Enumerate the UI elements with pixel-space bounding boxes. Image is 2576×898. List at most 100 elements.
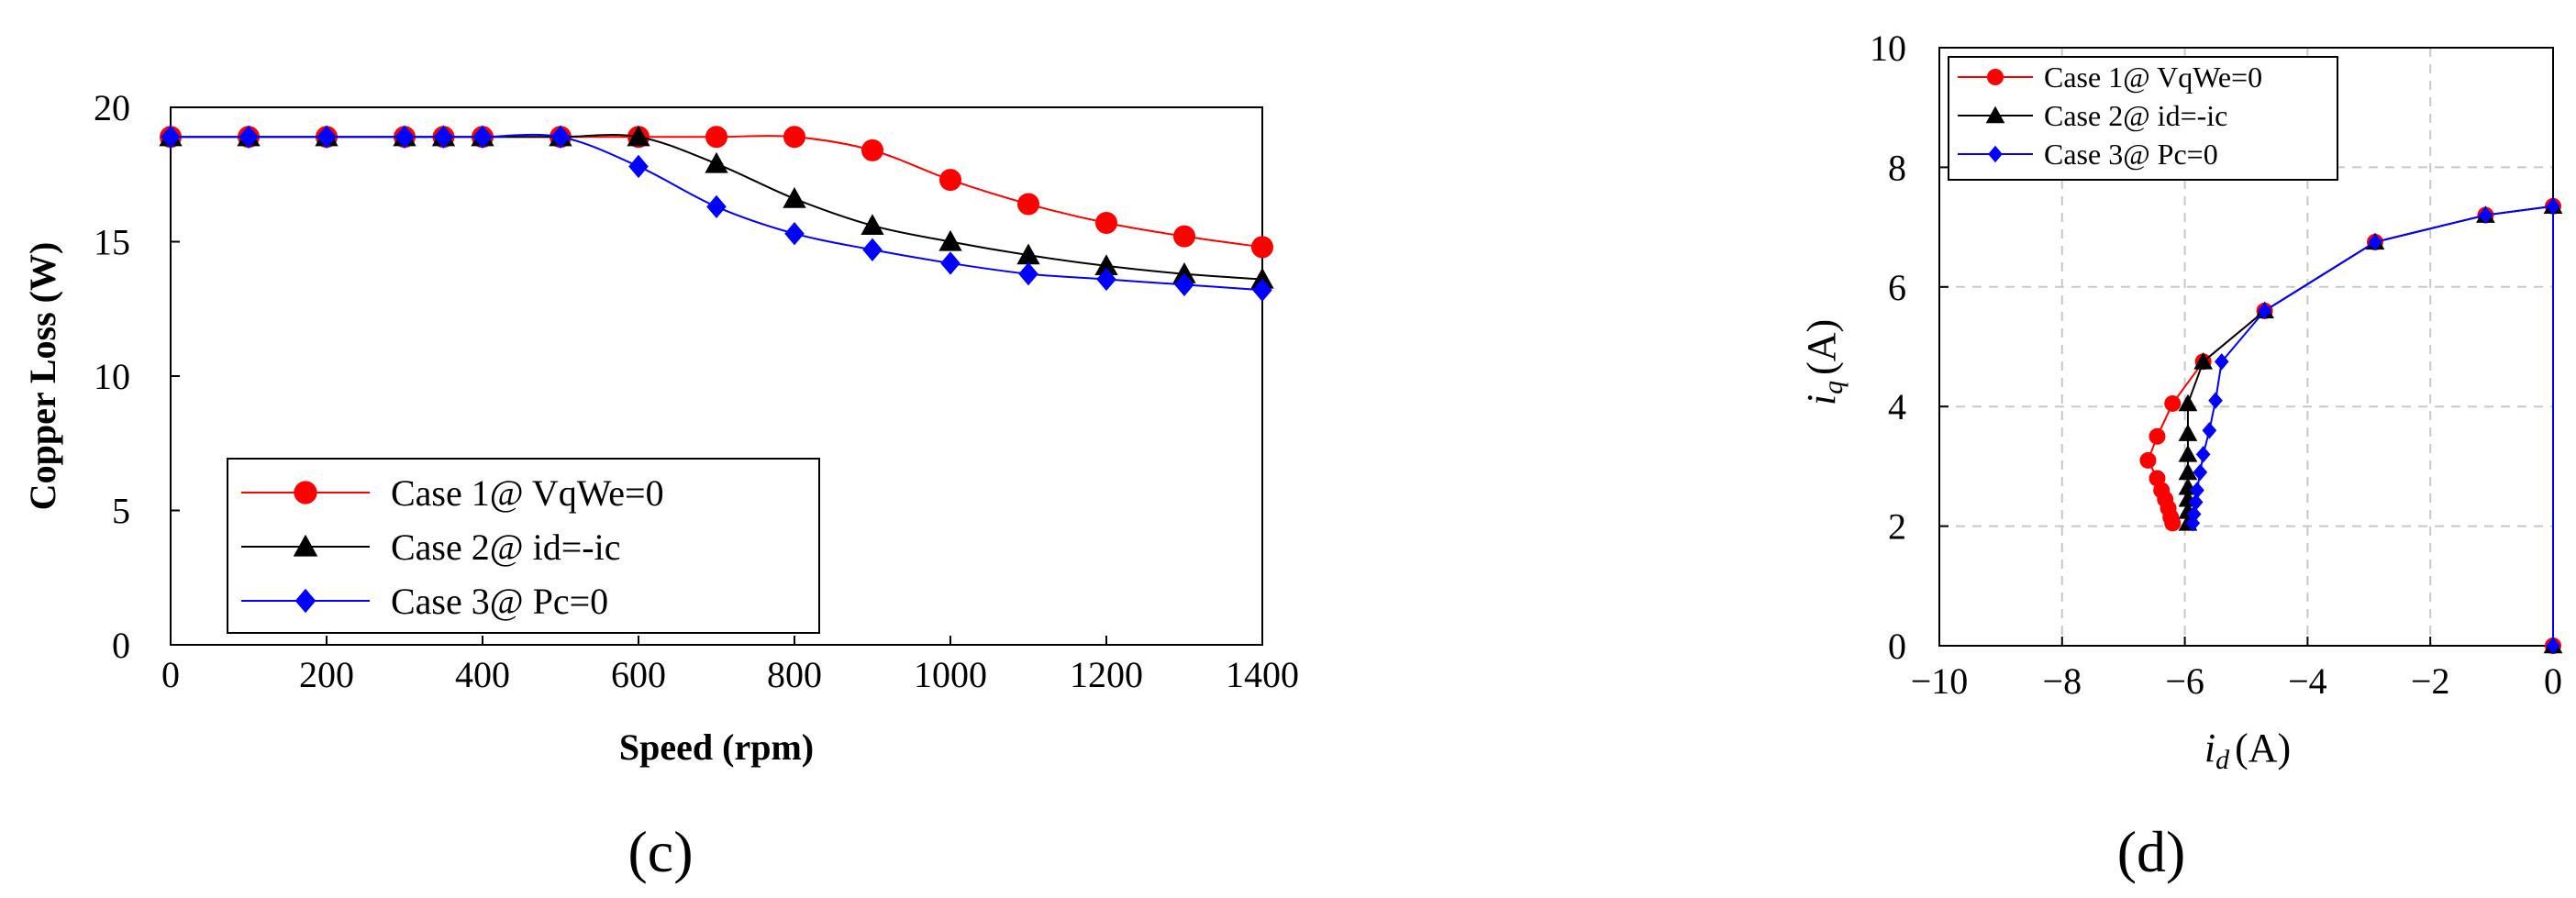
chart-c-data-point [784, 222, 805, 246]
chart-c-data-point [706, 194, 727, 219]
chart-d-legend-marker [1985, 105, 2005, 124]
chart-d-data-point [2164, 515, 2182, 532]
chart-c-data-point [783, 126, 805, 149]
chart-c-data-point [861, 214, 884, 236]
chart-c-legend-marker [294, 588, 316, 614]
chart-c-x-tick-label: 1000 [914, 654, 987, 695]
chart-d-data-point [2214, 353, 2229, 371]
chart-c-y-tick-label: 5 [112, 491, 130, 532]
chart-c-data-point [862, 238, 883, 261]
chart-c-x-tick-label: 1200 [1070, 654, 1143, 695]
chart-d-legend-marker [1988, 145, 2003, 163]
chart-c-legend-label: Case 2@ id=-ic [391, 527, 620, 568]
chart-c-data-point [940, 251, 960, 275]
chart-d-data-point [2478, 206, 2493, 224]
chart-d-series-1 [2139, 197, 2561, 654]
chart-d-data-point [2202, 422, 2217, 439]
chart-c-data-point [1173, 225, 1195, 248]
chart-d-y-ticks: 0 2 4 6 8 10 [1870, 28, 1949, 667]
chart-c-data-point [1172, 262, 1196, 283]
chart-d-y-tick-label: 10 [1870, 28, 1906, 69]
panel-c-label: (c) [627, 819, 693, 884]
chart-c-data-point [1094, 254, 1118, 275]
chart-c-series [159, 125, 1274, 302]
chart-d-legend-box [1948, 56, 2338, 181]
chart-c-legend: Case 1@ VqWe=0 Case 2@ id=-ic Case 3@ Pc=0 [227, 458, 820, 634]
chart-d-y-tick-label: 0 [1888, 626, 1906, 667]
chart-c-series-3 [161, 125, 1272, 302]
chart-d-data-point [2195, 446, 2211, 463]
chart-c-y-ticks: 0 5 10 15 20 [94, 87, 180, 666]
chart-c-y-tick-label: 10 [94, 356, 130, 397]
chart-d-x-tick-label: −10 [1911, 660, 1969, 702]
chart-c-data-point [938, 229, 962, 251]
chart-c-data-point [1251, 236, 1273, 259]
chart-c-y-tick-label: 20 [94, 87, 130, 128]
chart-c-data-point [239, 125, 259, 149]
chart-d-series-line [2186, 205, 2554, 646]
chart-d-data-point [2178, 462, 2198, 481]
chart-c-data-point [705, 126, 727, 149]
chart-c-x-tick-label: 400 [455, 654, 510, 695]
chart-c-x-tick-label: 1400 [1226, 654, 1299, 695]
chart-d-series-2 [2178, 196, 2563, 654]
chart-c-x-tick-label: 0 [161, 654, 180, 695]
chart-c-data-point [550, 125, 571, 149]
chart-d-y-tick-label: 2 [1888, 506, 1906, 548]
chart-d-data-point [2178, 445, 2198, 462]
chart-c-y-tick-label: 0 [112, 625, 130, 666]
chart-d-data-point [2193, 463, 2208, 482]
chart-d-data-point [2368, 233, 2382, 251]
chart-d-x-ticks: −10 −8 −6 −4 −2 0 [1911, 637, 2562, 702]
chart-c-data-point [939, 169, 961, 192]
chart-c-data-point [316, 125, 337, 149]
chart-d-data-point [2149, 427, 2166, 445]
chart-c-y-axis-title: Copper Loss (W) [22, 242, 63, 511]
chart-c-data-point [1174, 272, 1194, 297]
chart-d-y-tick-label: 8 [1888, 147, 1906, 188]
chart-c-series-line [171, 133, 1263, 292]
chart-d-data-point [2193, 351, 2214, 370]
chart-d-data-point [2188, 493, 2204, 511]
chart-c-data-point [628, 154, 649, 179]
chart-c-data-point [627, 125, 650, 147]
chart-c-data-point [161, 125, 181, 149]
chart-d-x-tick-label: 0 [2544, 660, 2562, 702]
chart-c-data-point [1017, 193, 1039, 216]
chart-c-data-point [705, 151, 728, 173]
chart-d-legend-label: Case 2@ id=-ic [2044, 99, 2227, 132]
chart-d-data-point [2185, 515, 2201, 532]
chart-c-data-point [394, 125, 415, 149]
chart-c-data-point [1096, 267, 1116, 292]
chart-c-x-axis-title: Speed (rpm) [619, 726, 814, 768]
chart-d-y-tick-label: 6 [1888, 267, 1906, 308]
chart-c-legend-label: Case 1@ VqWe=0 [391, 472, 664, 514]
chart-c-y-tick-label: 15 [94, 222, 130, 263]
chart-d-data-point [2178, 424, 2198, 441]
chart-c-x-ticks: 0 200 400 600 800 1000 1200 1400 [161, 636, 1299, 695]
chart-c-legend-label: Case 3@ Pc=0 [391, 581, 608, 622]
chart-d-y-tick-label: 4 [1888, 386, 1906, 427]
chart-c-x-tick-label: 200 [299, 654, 354, 695]
chart-c-legend-marker [294, 481, 317, 504]
chart-d-series-line [2192, 205, 2554, 646]
panel-d-label: (d) [2117, 819, 2186, 884]
chart-d-data-point [2257, 302, 2272, 320]
chart-c-data-point [861, 139, 883, 161]
chart-d-data-point [2178, 394, 2198, 412]
chart-d-series [2139, 196, 2563, 655]
chart-d-legend: Case 1@ VqWe=0 Case 2@ id=-ic Case 3@ Pc=0 [1948, 56, 2338, 181]
chart-c-data-point [1016, 243, 1040, 265]
chart-d-legend-marker [1987, 69, 2004, 85]
chart-c-data-point [472, 125, 493, 149]
chart-d-legend-label: Case 1@ VqWe=0 [2044, 61, 2262, 94]
chart-c-data-point [1252, 278, 1272, 302]
chart-c-data-point [1250, 267, 1274, 289]
chart-d-x-tick-label: −6 [2165, 660, 2204, 702]
chart-d-data-point [2164, 394, 2182, 412]
chart-c-data-point [783, 186, 806, 208]
chart-d-x-axis-title: id (A) [2204, 726, 2291, 775]
chart-d-series-3 [2185, 197, 2560, 655]
chart-d-x-tick-label: −2 [2411, 660, 2450, 702]
